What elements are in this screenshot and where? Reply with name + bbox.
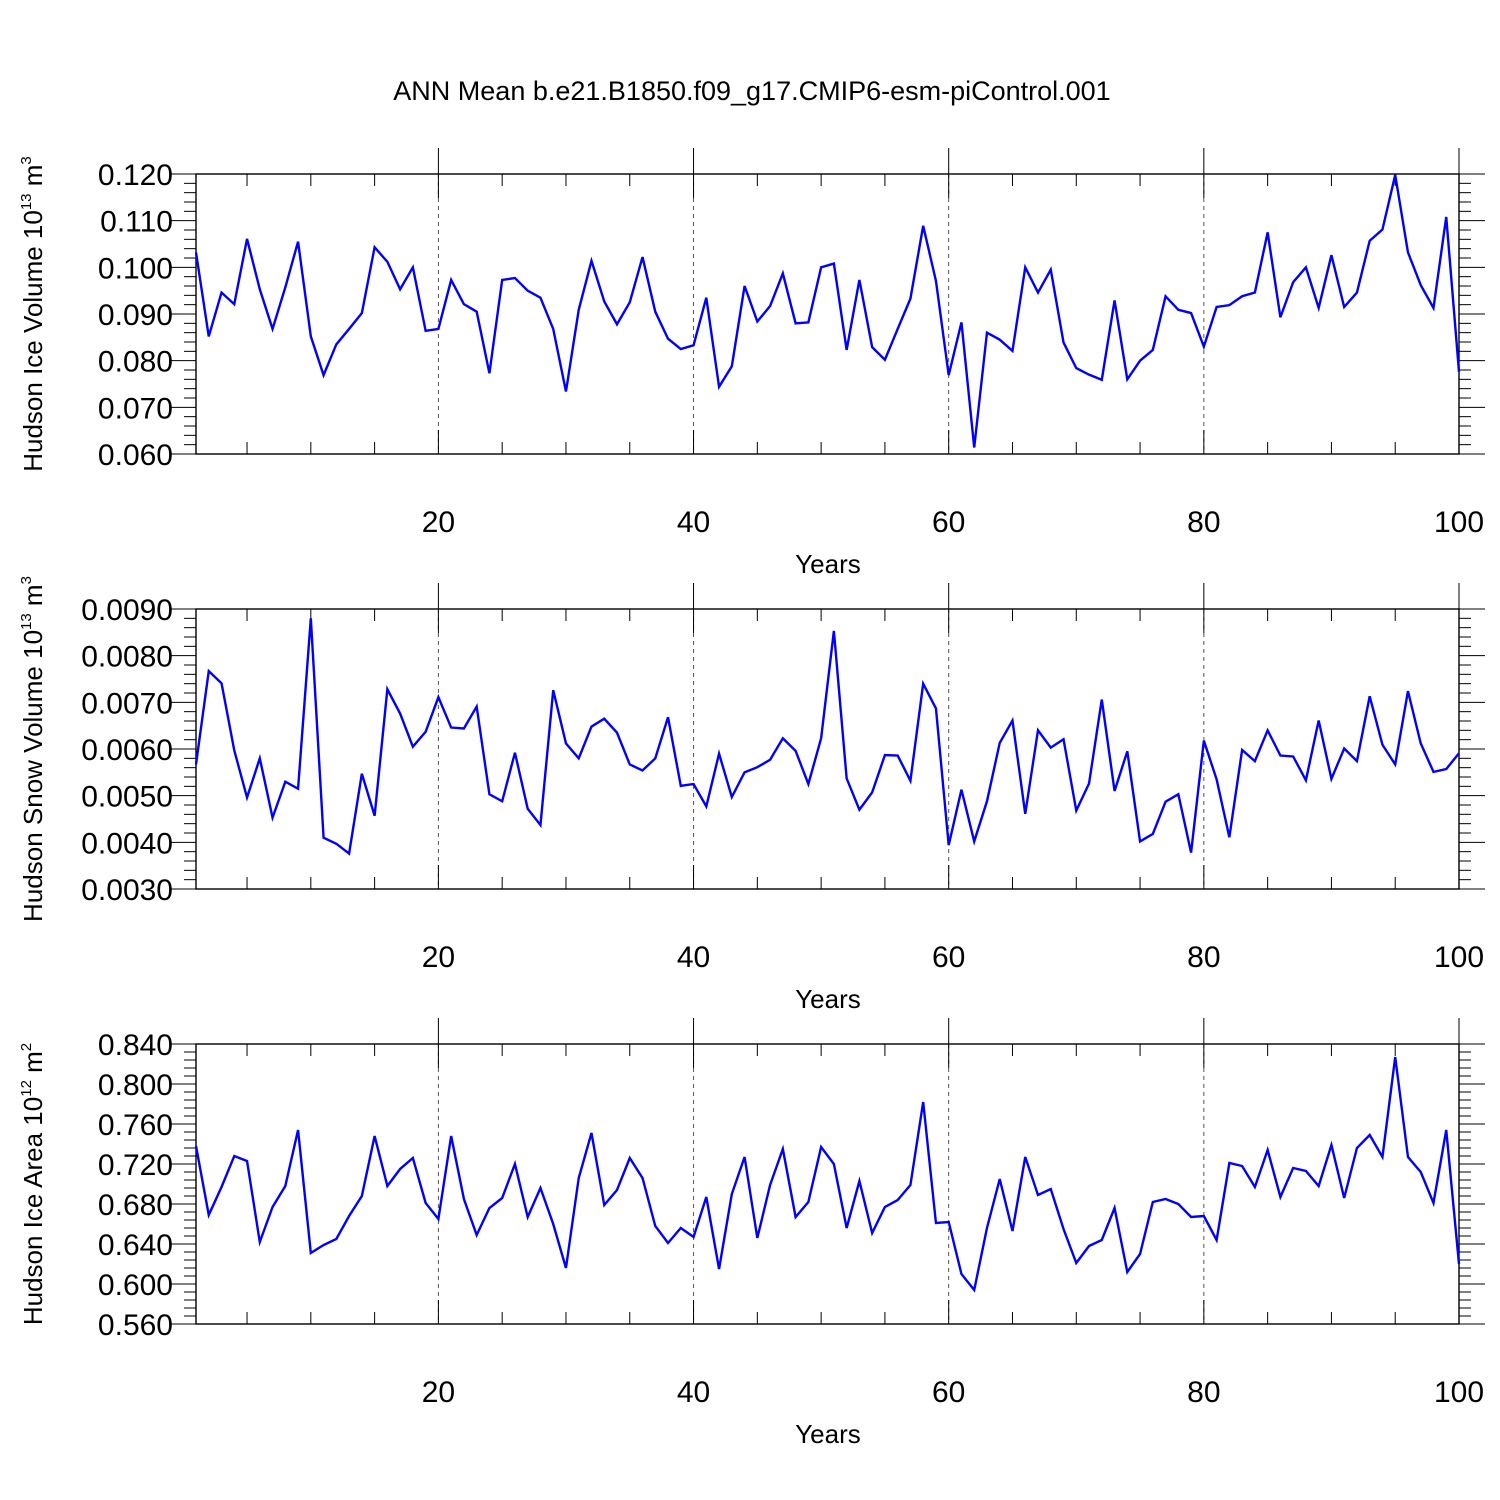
y-axis-label-unit: m bbox=[18, 584, 48, 613]
x-tick-label: 80 bbox=[1187, 506, 1220, 539]
x-tick-label: 100 bbox=[1434, 506, 1484, 539]
y-tick-label: 0.680 bbox=[98, 1189, 173, 1222]
y-tick-label: 0.100 bbox=[98, 252, 173, 285]
x-tick-label: 40 bbox=[677, 506, 710, 539]
y-tick-label: 0.560 bbox=[98, 1309, 173, 1342]
y-tick-label: 0.0030 bbox=[81, 874, 173, 907]
x-tick-label: 100 bbox=[1434, 941, 1484, 974]
x-axis-label: Years bbox=[795, 984, 861, 1014]
y-axis-label-unit-exponent: 3 bbox=[18, 576, 35, 584]
series-line-snow-volume bbox=[194, 618, 1460, 856]
x-tick-label: 60 bbox=[932, 506, 965, 539]
y-tick-label: 0.0040 bbox=[81, 827, 173, 860]
y-axis-label: Hudson Snow Volume 1013 m3 bbox=[18, 576, 48, 922]
x-axis-label: Years bbox=[795, 1419, 861, 1449]
y-axis-label: Hudson Ice Volume 1013 m3 bbox=[18, 156, 48, 472]
y-tick-label: 0.640 bbox=[98, 1229, 173, 1262]
y-axis-label-unit-exponent: 2 bbox=[18, 1043, 35, 1051]
x-tick-label: 80 bbox=[1187, 1376, 1220, 1409]
x-tick-label: 80 bbox=[1187, 941, 1220, 974]
y-tick-label: 0.090 bbox=[98, 299, 173, 332]
y-axis-label-exponent: 13 bbox=[18, 193, 35, 210]
x-tick-label: 40 bbox=[677, 1376, 710, 1409]
y-tick-label: 0.0090 bbox=[81, 594, 173, 627]
y-tick-label: 0.720 bbox=[98, 1149, 173, 1182]
y-axis-label-unit: m bbox=[18, 1051, 48, 1080]
plot-frame bbox=[195, 608, 1460, 890]
x-tick-label: 100 bbox=[1434, 1376, 1484, 1409]
panel-snow-volume: 20 40 60 80 100 Years 0.0030 0.0040 0.0050 0.0060… bbox=[18, 576, 1485, 1014]
y-axis-label-exponent: 12 bbox=[18, 1080, 35, 1097]
x-tick-label: 20 bbox=[422, 941, 455, 974]
x-tick-label: 20 bbox=[422, 1376, 455, 1409]
x-tick-label: 60 bbox=[932, 1376, 965, 1409]
y-tick-label: 0.070 bbox=[98, 392, 173, 425]
y-tick-label: 0.060 bbox=[98, 439, 173, 472]
y-tick-label: 0.0080 bbox=[81, 641, 173, 674]
y-tick-label: 0.0050 bbox=[81, 781, 173, 814]
panel-ice-area: 20 40 60 80 100 Years 0.560 0.600 0.640 0.680 0.72… bbox=[18, 1018, 1485, 1449]
y-axis-label-exponent: 13 bbox=[18, 613, 35, 630]
panel-ice-volume: 20 40 60 80 100 Years 0.060 0.070 0.080 0.090 0.10… bbox=[18, 148, 1485, 579]
y-axis-label-main: Hudson Ice Volume 10 bbox=[18, 210, 48, 472]
y-axis-label-unit-exponent: 3 bbox=[18, 156, 35, 164]
y-tick-label: 0.800 bbox=[98, 1069, 173, 1102]
plot-frame bbox=[195, 1043, 1460, 1325]
y-axis-label-main: Hudson Snow Volume 10 bbox=[18, 630, 48, 922]
x-tick-label: 40 bbox=[677, 941, 710, 974]
y-axis-label-unit: m bbox=[18, 165, 48, 194]
series-line-ice-volume bbox=[194, 174, 1461, 448]
y-tick-label: 0.120 bbox=[98, 159, 173, 192]
y-tick-label: 0.760 bbox=[98, 1109, 173, 1142]
y-tick-label: 0.110 bbox=[100, 206, 173, 239]
y-tick-label: 0.600 bbox=[98, 1269, 173, 1302]
plot-frame bbox=[195, 173, 1460, 455]
x-tick-label: 20 bbox=[422, 506, 455, 539]
y-axis-label: Hudson Ice Area 1012 m2 bbox=[18, 1043, 48, 1325]
figure-title: ANN Mean b.e21.B1850.f09_g17.CMIP6-esm-p… bbox=[393, 76, 1110, 106]
series-line-ice-area bbox=[194, 1056, 1461, 1293]
y-tick-label: 0.0060 bbox=[81, 734, 173, 767]
y-axis-label-main: Hudson Ice Area 10 bbox=[18, 1097, 48, 1325]
x-axis-label: Years bbox=[795, 549, 861, 579]
y-tick-label: 0.0070 bbox=[81, 687, 173, 720]
x-tick-label: 60 bbox=[932, 941, 965, 974]
y-tick-label: 0.840 bbox=[98, 1029, 173, 1062]
y-tick-label: 0.080 bbox=[98, 346, 173, 379]
